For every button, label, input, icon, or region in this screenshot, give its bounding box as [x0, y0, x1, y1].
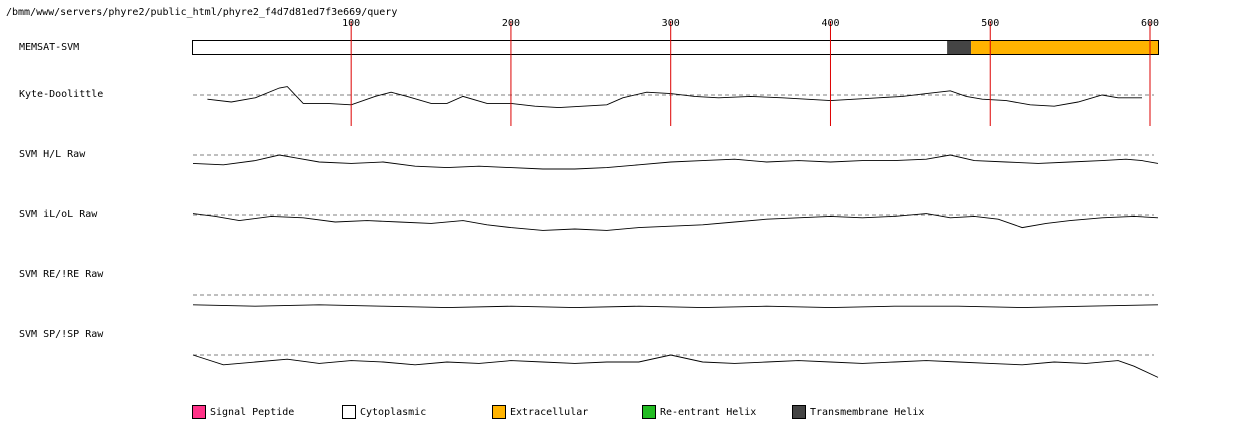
legend-swatch — [192, 405, 206, 419]
profile-line — [192, 354, 1159, 378]
legend-label: Transmembrane Helix — [810, 406, 925, 418]
track-label: SVM RE/!RE Raw — [19, 269, 104, 280]
legend-label: Extracellular — [510, 406, 589, 418]
topology-segment — [193, 40, 948, 55]
tick-label: 400 — [821, 18, 839, 29]
track-label: MEMSAT-SVM — [19, 42, 79, 53]
legend-swatch — [642, 405, 656, 419]
topology-segment — [947, 40, 972, 55]
track-labels: MEMSAT-SVM Kyte-Doolittle SVM H/L Raw SVM i… — [19, 42, 104, 340]
tick-label: 600 — [1141, 18, 1159, 29]
tick-label: 100 — [342, 18, 360, 29]
track-label: SVM iL/oL Raw — [19, 209, 98, 220]
legend-label: Signal Peptide — [210, 406, 295, 418]
profile-line — [207, 86, 1142, 109]
tick-labels: 100 200 300 400 500 600 — [342, 18, 1159, 29]
topology-segment — [971, 40, 1158, 55]
tick-label: 200 — [502, 18, 520, 29]
topology-outline — [192, 40, 1159, 55]
query-path: /bmm/www/servers/phyre2/public_html/phyr… — [6, 7, 397, 18]
tick-label: 300 — [662, 18, 680, 29]
topology-track — [192, 40, 1159, 55]
profile-line — [192, 304, 1159, 309]
profile-line — [192, 213, 1159, 231]
profile-lines — [192, 86, 1159, 378]
track-label: SVM H/L Raw — [19, 149, 86, 160]
legend-item: Re-entrant Helix — [642, 405, 756, 419]
legend-item: Cytoplasmic — [342, 405, 426, 419]
track-label: Kyte-Doolittle — [19, 89, 103, 100]
legend-swatch — [342, 405, 356, 419]
tick-label: 500 — [981, 18, 999, 29]
track-label: SVM SP/!SP Raw — [19, 329, 104, 340]
legend-swatch — [492, 405, 506, 419]
legend-item: Signal Peptide — [192, 405, 294, 419]
legend-item: Transmembrane Helix — [792, 405, 924, 419]
legend-swatch — [792, 405, 806, 419]
profile-line — [192, 154, 1159, 170]
legend-label: Re-entrant Helix — [660, 406, 757, 418]
position-gridlines — [350, 21, 1151, 126]
baselines — [193, 94, 1154, 356]
legend-label: Cytoplasmic — [360, 406, 427, 418]
legend-item: Extracellular — [492, 405, 588, 419]
